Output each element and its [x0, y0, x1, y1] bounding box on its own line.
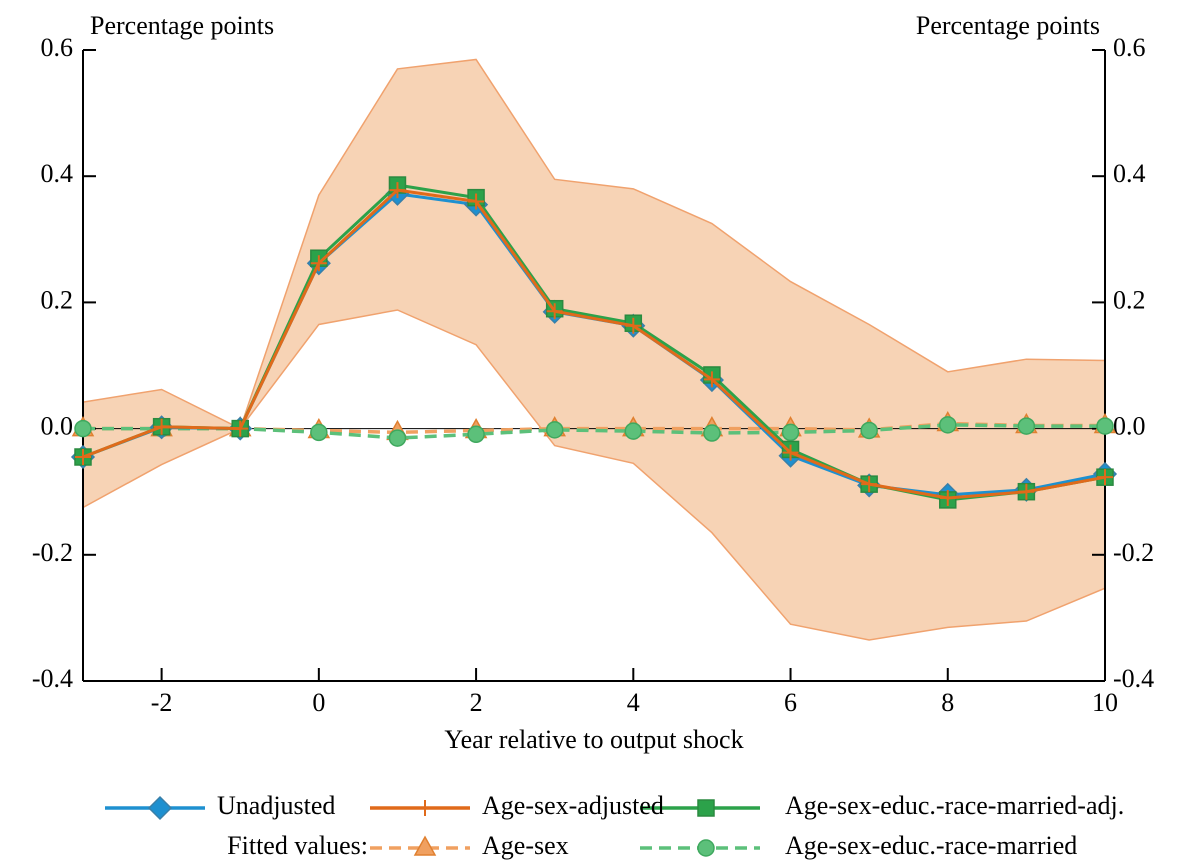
point — [389, 182, 406, 199]
point — [861, 476, 878, 493]
point — [546, 303, 563, 320]
y-tick-label: 0.6 — [41, 33, 74, 62]
x-tick-label: 2 — [470, 688, 483, 717]
legend-marker — [413, 835, 437, 856]
legend-label: Age-sex — [482, 831, 569, 860]
y2-tick-label: -0.2 — [1113, 538, 1154, 567]
point — [1017, 417, 1036, 435]
y-tick-label: -0.4 — [32, 664, 73, 693]
legend-label: Age-sex-adjusted — [482, 791, 664, 820]
point — [703, 371, 720, 388]
point — [1018, 483, 1035, 500]
y-tick-label: -0.2 — [32, 538, 73, 567]
confidence-band — [82, 58, 1106, 641]
y2-tick-label: 0.6 — [1113, 33, 1146, 62]
point — [468, 193, 485, 210]
legend-label: Age-sex-educ.-race-married — [785, 831, 1077, 860]
legend-marker — [147, 795, 173, 821]
point — [545, 421, 564, 439]
x-tick-label: 8 — [941, 688, 954, 717]
legend-marker — [697, 839, 715, 857]
point — [467, 425, 485, 444]
point — [1096, 417, 1114, 435]
legend-marker — [417, 800, 433, 816]
legend-prefix: Fitted values: — [227, 831, 368, 860]
point — [860, 421, 878, 440]
point — [625, 317, 642, 334]
point — [939, 490, 956, 507]
point — [153, 418, 170, 435]
point — [782, 444, 799, 461]
x-axis-title: Year relative to output shock — [444, 725, 743, 754]
point — [939, 416, 957, 434]
point — [703, 424, 721, 442]
y2-tick-label: -0.4 — [1113, 664, 1154, 693]
y2-tick-label: 0.4 — [1113, 159, 1146, 188]
point — [75, 448, 91, 465]
y2-tick-label: 0.0 — [1113, 412, 1146, 441]
point — [624, 422, 643, 440]
point — [1097, 469, 1113, 486]
point — [232, 420, 249, 437]
point — [310, 255, 327, 272]
point — [310, 423, 328, 442]
y2-tick-label: 0.2 — [1113, 285, 1146, 314]
x-tick-label: 10 — [1092, 688, 1118, 717]
y-tick-label: 0.2 — [41, 285, 74, 314]
y-tick-label: 0.0 — [41, 412, 74, 441]
point — [781, 423, 800, 442]
x-tick-label: 0 — [312, 688, 325, 717]
y-tick-label: 0.4 — [41, 159, 74, 188]
point — [74, 419, 92, 438]
x-tick-label: 6 — [784, 688, 797, 717]
x-tick-label: 4 — [627, 688, 640, 717]
y2-axis-title: Percentage points — [916, 11, 1100, 40]
y-axis-title: Percentage points — [90, 11, 274, 40]
legend-label: Age-sex-educ.-race-married-adj. — [785, 791, 1124, 820]
legend-label: Unadjusted — [217, 791, 335, 820]
series-line — [82, 188, 1106, 500]
legend-marker — [697, 799, 715, 817]
point — [388, 429, 407, 447]
x-tick-label: -2 — [151, 688, 173, 717]
